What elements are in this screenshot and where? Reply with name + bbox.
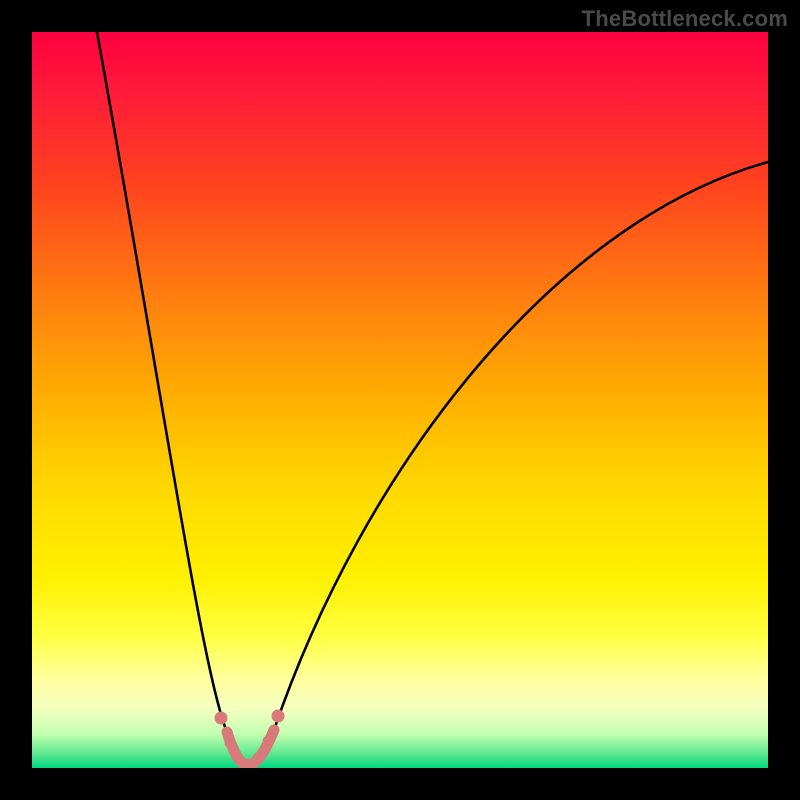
bottleneck-curve <box>97 32 768 765</box>
curve-layer <box>32 32 768 768</box>
valley-marker-dot <box>253 753 264 764</box>
valley-marker-dot <box>272 710 285 723</box>
valley-marker-dot <box>215 712 228 725</box>
plot-area <box>32 32 768 768</box>
valley-marker-dot <box>233 753 244 764</box>
valley-marker-dot <box>263 736 274 747</box>
valley-marker-dot <box>225 738 236 749</box>
watermark-text: TheBottleneck.com <box>582 6 788 32</box>
